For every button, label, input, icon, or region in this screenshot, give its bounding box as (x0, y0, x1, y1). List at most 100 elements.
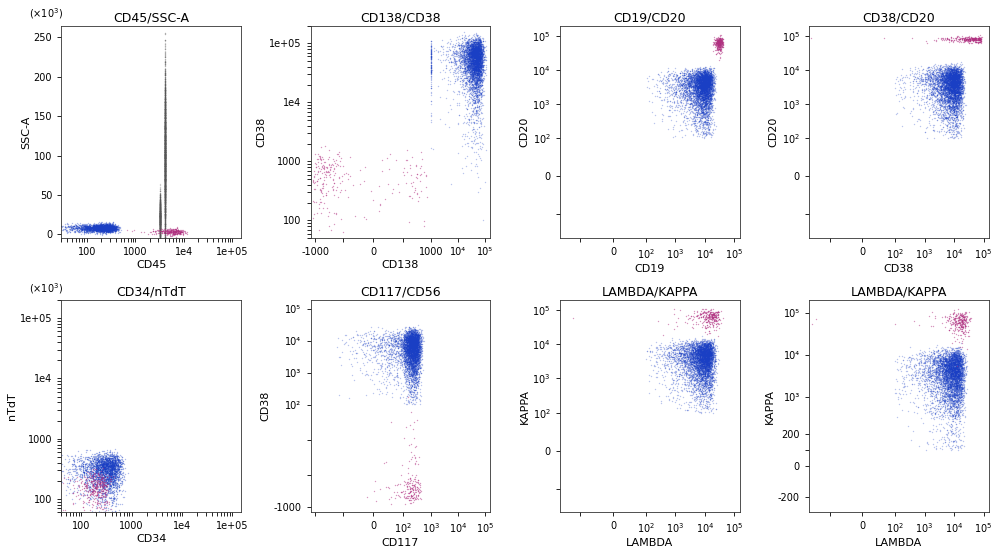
Point (157, 170, 173, 179)
Point (462, 49, 478, 58)
Point (692, 336, 708, 345)
Point (696, 73, 712, 82)
Point (473, 85, 489, 94)
Point (95, 489, 111, 498)
Point (394, 340, 410, 349)
Point (955, 74, 971, 83)
Point (676, 357, 692, 366)
Point (942, 97, 958, 105)
Point (699, 353, 715, 362)
Point (407, 354, 423, 363)
Point (948, 364, 964, 372)
Point (77, 223, 93, 231)
Point (933, 88, 949, 97)
Point (950, 65, 966, 74)
Point (688, 339, 704, 347)
Point (691, 90, 707, 99)
Point (668, 102, 684, 110)
Point (705, 360, 721, 369)
Point (157, 149, 173, 158)
Point (911, 82, 927, 91)
Point (101, 472, 117, 481)
Point (406, 337, 422, 346)
Point (929, 72, 945, 81)
Point (404, 329, 420, 338)
Point (698, 98, 714, 107)
Point (683, 351, 699, 360)
Point (691, 80, 707, 89)
Point (943, 77, 959, 86)
Point (469, 64, 485, 73)
Point (50, 478, 66, 487)
Point (705, 77, 721, 86)
Point (947, 371, 963, 380)
Point (686, 375, 702, 384)
Point (469, 59, 485, 68)
Point (388, 341, 404, 350)
Point (947, 369, 963, 377)
Point (945, 102, 961, 110)
Point (942, 70, 958, 79)
Point (105, 463, 121, 472)
Point (933, 376, 949, 385)
Point (157, 177, 173, 186)
Point (694, 86, 710, 95)
Point (401, 331, 417, 340)
Point (396, 344, 412, 353)
Point (702, 99, 718, 108)
Point (951, 388, 967, 397)
Point (693, 80, 709, 89)
Point (157, 120, 173, 129)
Point (157, 113, 173, 122)
Point (922, 72, 938, 81)
Point (696, 71, 712, 80)
Point (685, 361, 701, 370)
Point (473, 68, 489, 77)
Point (157, 97, 173, 105)
Point (157, 189, 173, 198)
Point (78, 466, 94, 475)
Point (157, 163, 173, 171)
Point (157, 215, 173, 224)
Point (933, 366, 949, 375)
Point (701, 78, 717, 87)
Point (698, 341, 714, 350)
Point (946, 77, 962, 86)
Point (409, 346, 425, 355)
Point (941, 313, 957, 322)
Point (697, 366, 713, 375)
Point (401, 360, 417, 369)
Point (953, 90, 969, 99)
Point (693, 74, 709, 83)
Point (399, 365, 415, 374)
Point (157, 186, 173, 195)
Point (74, 227, 90, 236)
Point (468, 49, 484, 58)
Point (702, 94, 718, 103)
Point (472, 46, 488, 54)
Point (88, 226, 104, 235)
Point (946, 96, 962, 105)
Point (474, 42, 490, 51)
Point (928, 390, 944, 399)
Point (102, 458, 118, 467)
Point (470, 54, 486, 63)
Point (95, 225, 111, 234)
Point (401, 367, 417, 376)
Point (664, 75, 680, 84)
Point (936, 83, 952, 92)
Point (945, 367, 961, 376)
Point (404, 361, 420, 370)
Point (943, 388, 959, 397)
Point (690, 347, 706, 356)
Point (660, 349, 676, 357)
Point (688, 347, 704, 356)
Point (702, 100, 718, 109)
Point (669, 85, 685, 94)
Point (691, 81, 707, 90)
Point (949, 352, 965, 361)
Point (157, 134, 173, 143)
Point (447, 43, 463, 52)
Point (468, 67, 484, 76)
Point (91, 460, 107, 469)
